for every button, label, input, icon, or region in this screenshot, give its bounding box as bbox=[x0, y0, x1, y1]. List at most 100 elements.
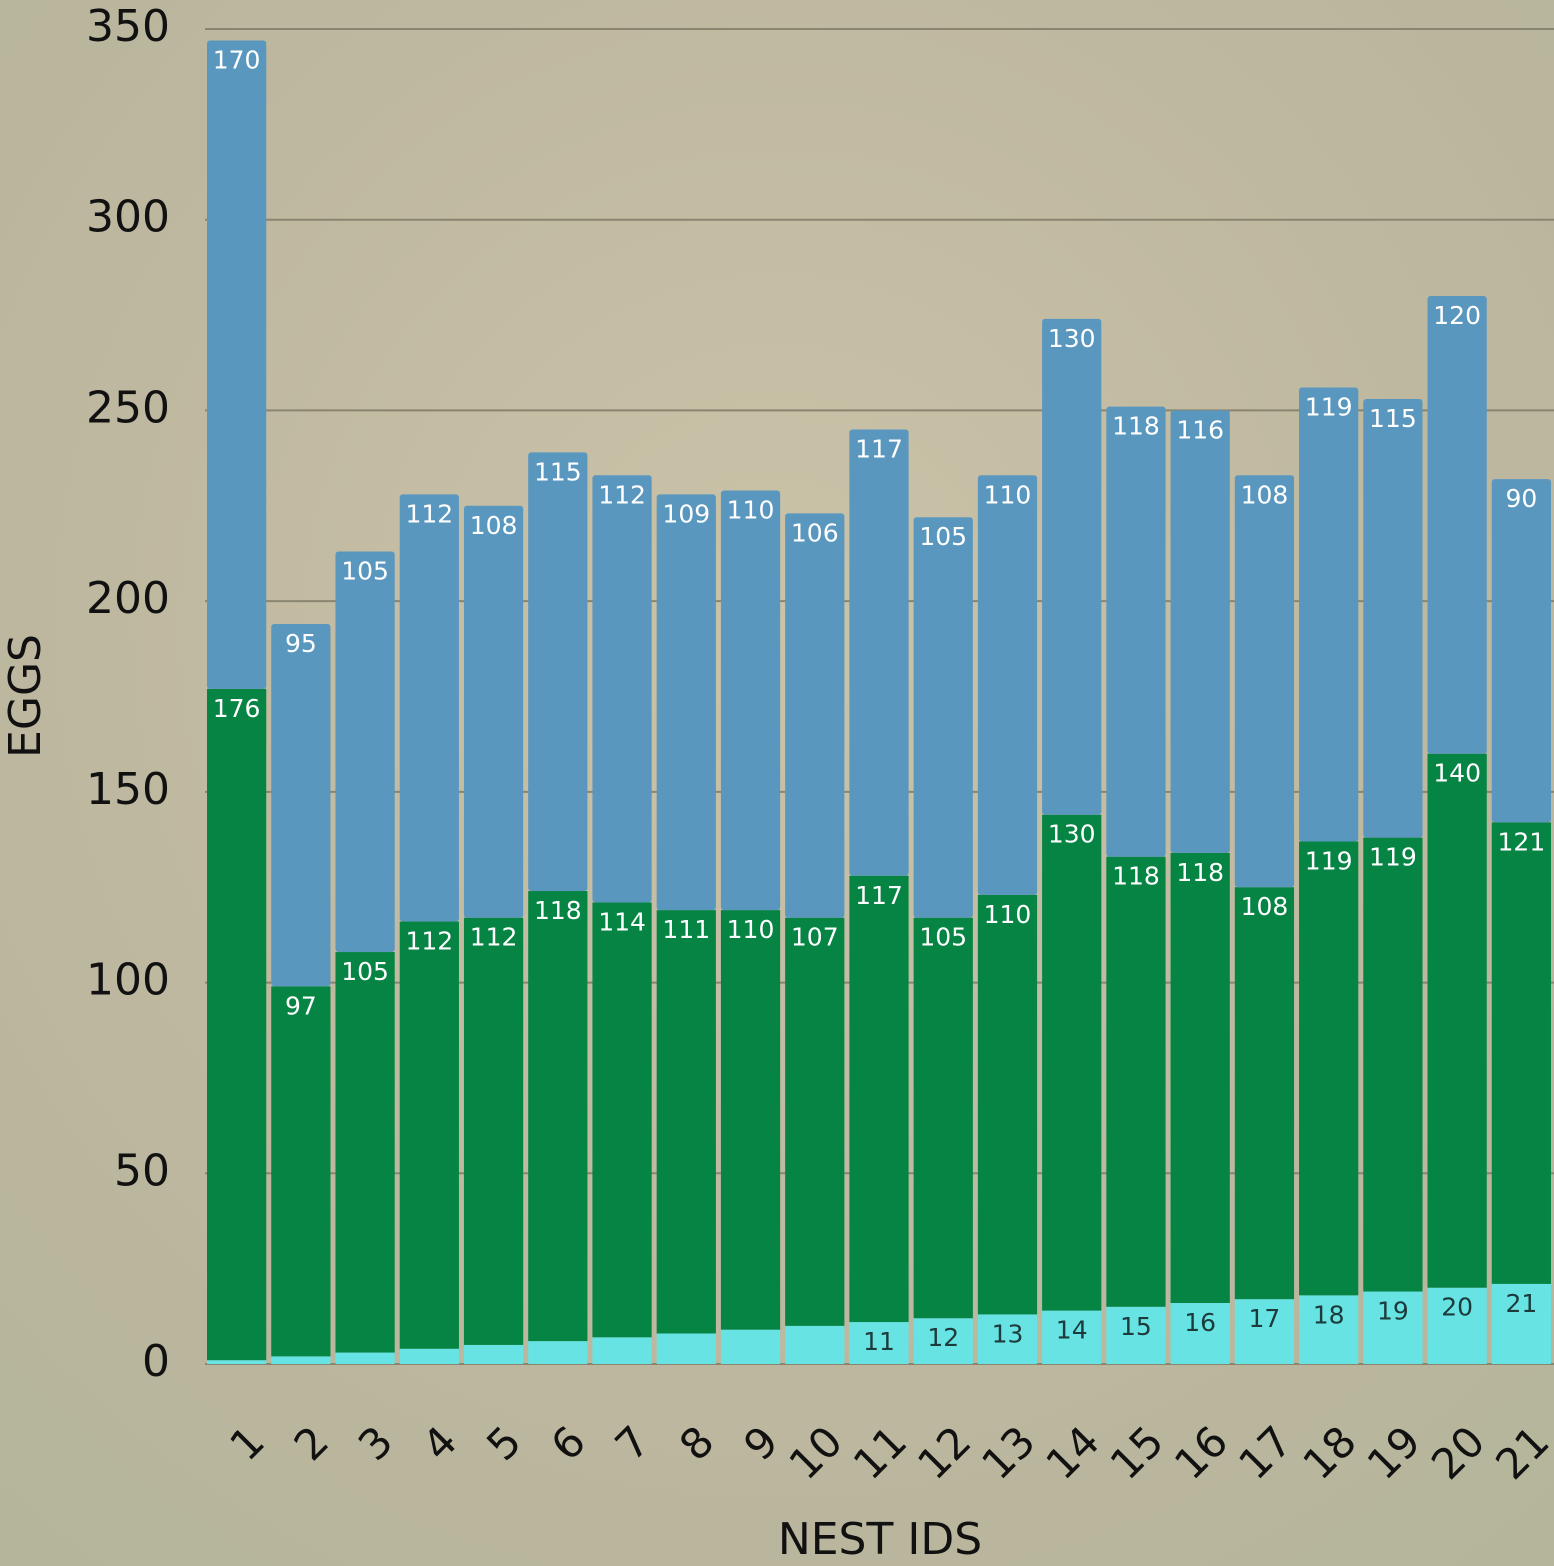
y-tick-label: 100 bbox=[86, 955, 170, 1006]
value-label: 112 bbox=[470, 923, 518, 952]
bar-segment bbox=[1427, 1287, 1487, 1364]
y-tick-label: 0 bbox=[142, 1336, 170, 1387]
value-label: 119 bbox=[1305, 393, 1353, 422]
bar-segment bbox=[1234, 1299, 1295, 1364]
bar-segment bbox=[335, 551, 395, 953]
value-label: 108 bbox=[470, 511, 518, 540]
bar-segment bbox=[1170, 410, 1230, 853]
bar-segment bbox=[335, 952, 395, 1353]
value-label: 117 bbox=[855, 881, 903, 910]
bar-segment bbox=[1042, 318, 1102, 815]
value-label: 114 bbox=[598, 907, 646, 936]
bar-segment bbox=[207, 40, 267, 689]
value-label: 107 bbox=[791, 923, 839, 952]
bars: 1761709795105105112112112108118115114112… bbox=[207, 40, 1551, 1364]
value-label: 95 bbox=[285, 629, 317, 658]
bar-segment bbox=[977, 894, 1038, 1315]
x-axis-label: NEST IDS bbox=[778, 1514, 982, 1565]
value-label: 112 bbox=[598, 480, 646, 509]
value-label: 118 bbox=[1112, 862, 1160, 891]
bar-segment bbox=[592, 902, 652, 1338]
bar-segment bbox=[720, 490, 781, 911]
bar-segment bbox=[977, 1314, 1038, 1364]
value-label: 121 bbox=[1498, 827, 1546, 856]
bar-segment bbox=[1106, 1306, 1166, 1364]
value-label: 110 bbox=[727, 496, 775, 525]
value-label: 90 bbox=[1505, 484, 1537, 513]
bar-segment bbox=[1106, 406, 1166, 857]
bar-segment bbox=[785, 513, 845, 918]
value-label: 18 bbox=[1313, 1300, 1345, 1329]
value-label: 11 bbox=[863, 1327, 895, 1356]
bar-segment bbox=[1299, 387, 1359, 842]
bar-segment bbox=[656, 1333, 716, 1364]
bar-segment bbox=[720, 1329, 781, 1364]
bar-segment bbox=[1234, 475, 1295, 888]
y-tick-label: 200 bbox=[86, 573, 170, 624]
bar-segment bbox=[656, 910, 716, 1334]
bar-segment bbox=[399, 921, 459, 1349]
bar-segment bbox=[785, 1325, 845, 1364]
value-label: 105 bbox=[919, 522, 967, 551]
value-label: 109 bbox=[662, 499, 710, 528]
y-tick-label: 50 bbox=[114, 1145, 170, 1196]
value-label: 170 bbox=[213, 45, 261, 74]
value-label: 120 bbox=[1433, 301, 1481, 330]
bar-segment bbox=[271, 1356, 331, 1364]
bar-segment bbox=[913, 517, 973, 918]
bar-segment bbox=[849, 1322, 909, 1364]
bar-segment bbox=[399, 1348, 459, 1364]
value-label: 110 bbox=[984, 900, 1032, 929]
value-label: 97 bbox=[285, 991, 317, 1020]
value-label: 119 bbox=[1369, 843, 1417, 872]
y-tick-label: 300 bbox=[86, 192, 170, 243]
bar-segment bbox=[913, 917, 973, 1319]
bar-segment bbox=[1363, 837, 1423, 1292]
bar-segment bbox=[785, 917, 845, 1326]
value-label: 117 bbox=[855, 435, 903, 464]
bar-segment bbox=[720, 910, 781, 1330]
value-label: 108 bbox=[1241, 480, 1289, 509]
y-tick-label: 250 bbox=[86, 382, 170, 433]
bar-segment bbox=[592, 475, 652, 903]
value-label: 106 bbox=[791, 518, 839, 547]
bar-segment bbox=[849, 875, 909, 1323]
bar-segment bbox=[463, 917, 524, 1345]
value-label: 115 bbox=[1369, 404, 1417, 433]
bar-segment bbox=[1363, 1291, 1423, 1364]
bar-segment bbox=[1106, 856, 1166, 1307]
bar-segment bbox=[1042, 1310, 1102, 1364]
y-tick-label: 350 bbox=[86, 1, 170, 52]
value-label: 110 bbox=[727, 915, 775, 944]
value-label: 130 bbox=[1048, 324, 1096, 353]
bar-segment bbox=[592, 1337, 652, 1364]
bar-segment bbox=[1170, 852, 1230, 1303]
bar-segment bbox=[656, 494, 716, 911]
value-label: 15 bbox=[1120, 1312, 1152, 1341]
bar-segment bbox=[1491, 479, 1551, 823]
bar-segment bbox=[528, 891, 588, 1342]
bar-segment bbox=[207, 688, 267, 1361]
value-label: 16 bbox=[1184, 1308, 1216, 1337]
bar-segment bbox=[528, 1341, 588, 1364]
value-label: 110 bbox=[984, 480, 1032, 509]
value-label: 111 bbox=[662, 915, 710, 944]
value-label: 112 bbox=[405, 499, 453, 528]
bar-segment bbox=[1042, 814, 1102, 1311]
bar-segment bbox=[207, 1360, 267, 1364]
bar-segment bbox=[1427, 296, 1487, 754]
bar-segment bbox=[1363, 398, 1423, 838]
bar-segment bbox=[271, 624, 331, 987]
bar-segment bbox=[463, 505, 524, 918]
bar-segment bbox=[1491, 1283, 1551, 1364]
value-label: 116 bbox=[1176, 415, 1224, 444]
value-label: 19 bbox=[1377, 1297, 1409, 1326]
bar-segment bbox=[1491, 822, 1551, 1284]
bar-segment bbox=[463, 1344, 524, 1364]
bar-segment bbox=[1299, 1295, 1359, 1364]
value-label: 119 bbox=[1305, 846, 1353, 875]
value-label: 13 bbox=[992, 1319, 1024, 1348]
bar-segment bbox=[1170, 1302, 1230, 1364]
